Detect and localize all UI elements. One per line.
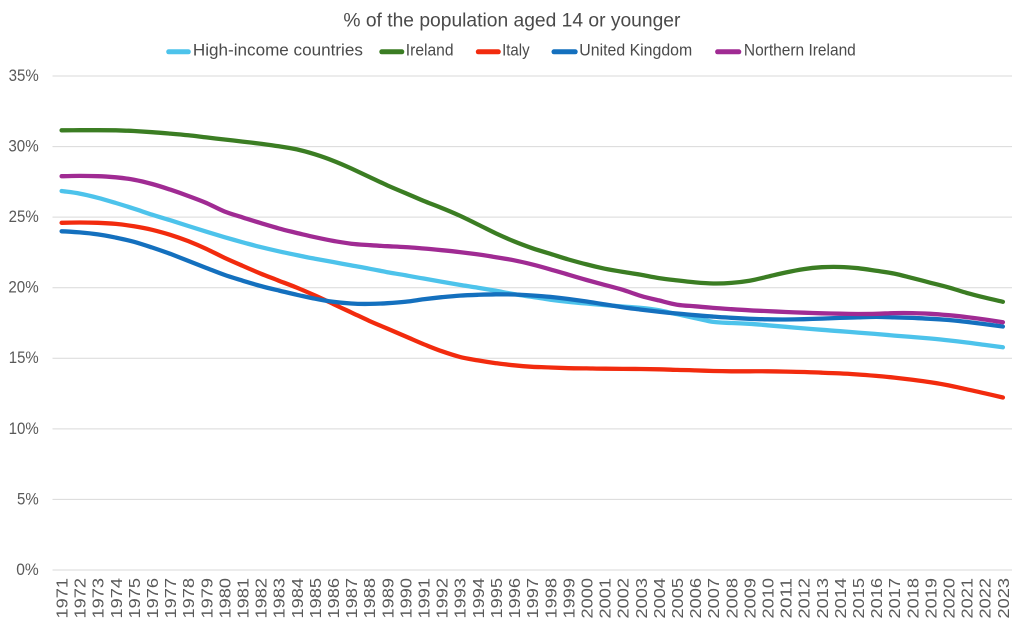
svg-text:1981: 1981 [236,578,253,619]
svg-text:1971: 1971 [55,578,72,619]
svg-text:1983: 1983 [272,578,289,619]
svg-text:1993: 1993 [453,578,470,619]
svg-text:20%: 20% [8,279,38,297]
svg-text:2000: 2000 [580,578,597,619]
svg-text:2013: 2013 [815,578,832,619]
svg-text:2017: 2017 [887,578,904,619]
svg-text:1994: 1994 [471,578,488,619]
svg-text:1980: 1980 [217,578,234,619]
svg-text:1987: 1987 [344,578,361,619]
svg-text:1973: 1973 [91,578,108,619]
svg-text:1989: 1989 [380,578,397,619]
svg-text:High-income countries: High-income countries [193,40,363,59]
svg-text:2015: 2015 [851,578,868,619]
svg-text:35%: 35% [9,67,39,85]
svg-text:1992: 1992 [435,578,452,619]
svg-text:2001: 2001 [598,578,615,619]
svg-text:10%: 10% [9,420,39,438]
svg-text:Italy: Italy [502,40,530,59]
svg-text:2005: 2005 [670,578,687,619]
svg-text:2010: 2010 [761,578,778,619]
svg-text:1996: 1996 [507,578,524,619]
svg-text:2019: 2019 [923,578,940,619]
svg-text:1977: 1977 [163,578,180,619]
svg-text:2014: 2014 [833,578,850,619]
svg-text:5%: 5% [17,490,39,508]
svg-text:2004: 2004 [652,578,669,619]
svg-text:2007: 2007 [706,578,723,619]
svg-text:1982: 1982 [254,578,271,619]
svg-text:15%: 15% [9,349,39,367]
svg-text:2018: 2018 [905,578,922,619]
svg-text:1999: 1999 [561,578,578,619]
svg-text:1986: 1986 [326,578,343,619]
svg-text:1988: 1988 [362,578,379,619]
svg-text:2022: 2022 [978,578,995,619]
svg-text:2006: 2006 [688,578,705,619]
svg-text:% of the population aged 14 or: % of the population aged 14 or younger [343,9,680,31]
svg-text:1984: 1984 [290,578,307,619]
svg-text:30%: 30% [8,138,38,156]
svg-text:2021: 2021 [960,578,977,619]
svg-text:1997: 1997 [525,578,542,619]
svg-text:2011: 2011 [779,578,796,619]
svg-text:0%: 0% [16,561,39,579]
svg-text:1979: 1979 [199,578,216,619]
svg-text:2009: 2009 [742,578,759,619]
svg-text:1976: 1976 [145,578,162,619]
svg-text:Northern Ireland: Northern Ireland [744,40,856,59]
svg-text:25%: 25% [9,208,39,226]
svg-text:2012: 2012 [797,578,814,619]
svg-text:1985: 1985 [308,578,325,619]
svg-text:United Kingdom: United Kingdom [579,40,692,59]
svg-text:2016: 2016 [869,578,886,619]
svg-text:1991: 1991 [417,578,434,619]
svg-text:1974: 1974 [109,578,126,619]
svg-text:2002: 2002 [616,578,633,619]
svg-text:1972: 1972 [73,578,90,619]
svg-text:2020: 2020 [942,578,959,619]
svg-text:1975: 1975 [127,578,144,619]
svg-text:1978: 1978 [181,578,198,619]
svg-text:2008: 2008 [724,578,741,619]
svg-text:2003: 2003 [634,578,651,619]
svg-text:Ireland: Ireland [406,40,454,59]
svg-text:1990: 1990 [398,578,415,619]
svg-text:2023: 2023 [996,578,1013,619]
svg-text:1995: 1995 [489,578,506,619]
svg-text:1998: 1998 [543,578,560,619]
